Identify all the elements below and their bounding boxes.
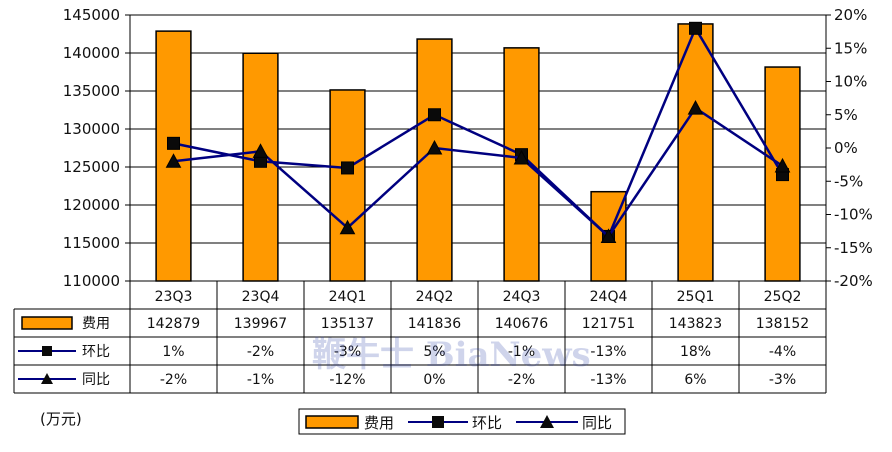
category-label: 23Q4	[242, 289, 280, 305]
point-同比-24Q2	[426, 139, 443, 155]
right-tick-label: 20%	[834, 6, 867, 24]
watermark-text: 鞭牛士 BiaNews	[312, 335, 591, 375]
table-cell: -2%	[160, 372, 187, 388]
row-key-marker	[41, 373, 53, 384]
table-cell: -1%	[247, 372, 274, 388]
left-tick-label: 120000	[63, 196, 120, 214]
row-header-同比: 同比	[82, 372, 110, 388]
right-tick-label: 0%	[834, 139, 858, 157]
category-label: 25Q1	[677, 289, 715, 305]
left-tick-label: 135000	[63, 82, 120, 100]
point-环比-24Q1	[341, 161, 354, 175]
point-同比-24Q3	[513, 149, 530, 165]
point-环比-25Q1	[689, 21, 702, 35]
point-环比-23Q3	[167, 136, 180, 150]
table-cell: 1%	[162, 344, 184, 360]
table-cell: 121751	[582, 316, 635, 332]
table-cell: -3%	[769, 372, 796, 388]
bar-24Q1	[329, 89, 366, 282]
table-cell: -2%	[508, 372, 535, 388]
axes	[129, 15, 827, 281]
table-cell: -2%	[247, 344, 274, 360]
left-tick-label: 125000	[63, 158, 120, 176]
bar-25Q1	[677, 23, 714, 282]
legend-label: 环比	[472, 414, 502, 432]
category-label: 24Q1	[329, 289, 367, 305]
category-label: 24Q2	[416, 289, 454, 305]
point-同比-23Q4	[252, 143, 269, 158]
point-环比-24Q2	[428, 108, 441, 122]
legend: 费用 环比 同比	[298, 408, 626, 435]
row-header-费用: 费用	[82, 316, 110, 332]
data-table: 23Q3 23Q4 24Q1 24Q2 24Q3 24Q4 25Q1 25Q2 费用 142879…	[13, 280, 827, 394]
gridlines	[130, 14, 826, 244]
left-tick-label: 130000	[63, 120, 120, 138]
table-cell: 5%	[423, 344, 445, 360]
right-tick-label: -10%	[834, 206, 873, 224]
right-tick-label: -15%	[834, 239, 873, 257]
legend-key-bar	[305, 415, 359, 429]
table-cell: -4%	[769, 344, 796, 360]
right-tick-label: 15%	[834, 39, 867, 57]
unit-label: (万元)	[40, 410, 82, 428]
table-cell: 142879	[147, 316, 200, 332]
point-同比-23Q3	[165, 153, 182, 168]
right-tick-label: 10%	[834, 73, 867, 91]
table-cell: 143823	[669, 316, 722, 332]
row-key-marker	[42, 346, 52, 356]
left-tick-label: 140000	[63, 44, 120, 62]
right-tick-label: -20%	[834, 272, 873, 290]
table-cell: 138152	[756, 316, 809, 332]
category-label: 23Q3	[155, 289, 193, 305]
table-cell: 135137	[321, 316, 374, 332]
legend-label: 同比	[582, 414, 612, 432]
table-cell: -13%	[590, 344, 626, 360]
table-cell: -12%	[329, 372, 365, 388]
point-同比-24Q4	[600, 228, 617, 243]
right-tick-label: -5%	[834, 172, 863, 190]
table-cell: 0%	[423, 372, 445, 388]
table-cell: -13%	[590, 372, 626, 388]
right-tick-label: 5%	[834, 106, 858, 124]
table-cell: 18%	[680, 344, 711, 360]
category-label: 24Q3	[503, 289, 541, 305]
line-同比	[173, 106, 784, 239]
point-同比-25Q1	[687, 100, 704, 115]
left-tick-label: 145000	[63, 6, 120, 24]
table-cell: 6%	[684, 372, 706, 388]
table-cell: 140676	[495, 316, 549, 332]
row-key-bar	[21, 316, 73, 330]
table-cell: -1%	[508, 344, 535, 360]
left-tick-label: 110000	[63, 272, 120, 290]
legend-key-marker	[540, 415, 554, 428]
left-tick-label: 115000	[63, 234, 120, 252]
right-axis-ticks: -20% -15% -10% -5% 0% 5% 10% 15% 20%	[826, 6, 873, 290]
table-cell: -3%	[334, 344, 361, 360]
point-同比-25Q2	[774, 157, 791, 173]
lines-group	[165, 21, 791, 243]
category-label: 24Q4	[590, 289, 628, 305]
row-header-环比: 环比	[82, 344, 110, 360]
category-label: 25Q2	[764, 289, 802, 305]
table-cell: 139967	[234, 316, 287, 332]
legend-key-marker	[432, 416, 444, 428]
table-cell: 141836	[408, 316, 462, 332]
legend-label: 费用	[364, 414, 394, 432]
point-同比-24Q1	[339, 219, 356, 235]
left-axis-ticks: 110000 115000 120000 125000 130000 135000 1400…	[63, 6, 130, 290]
